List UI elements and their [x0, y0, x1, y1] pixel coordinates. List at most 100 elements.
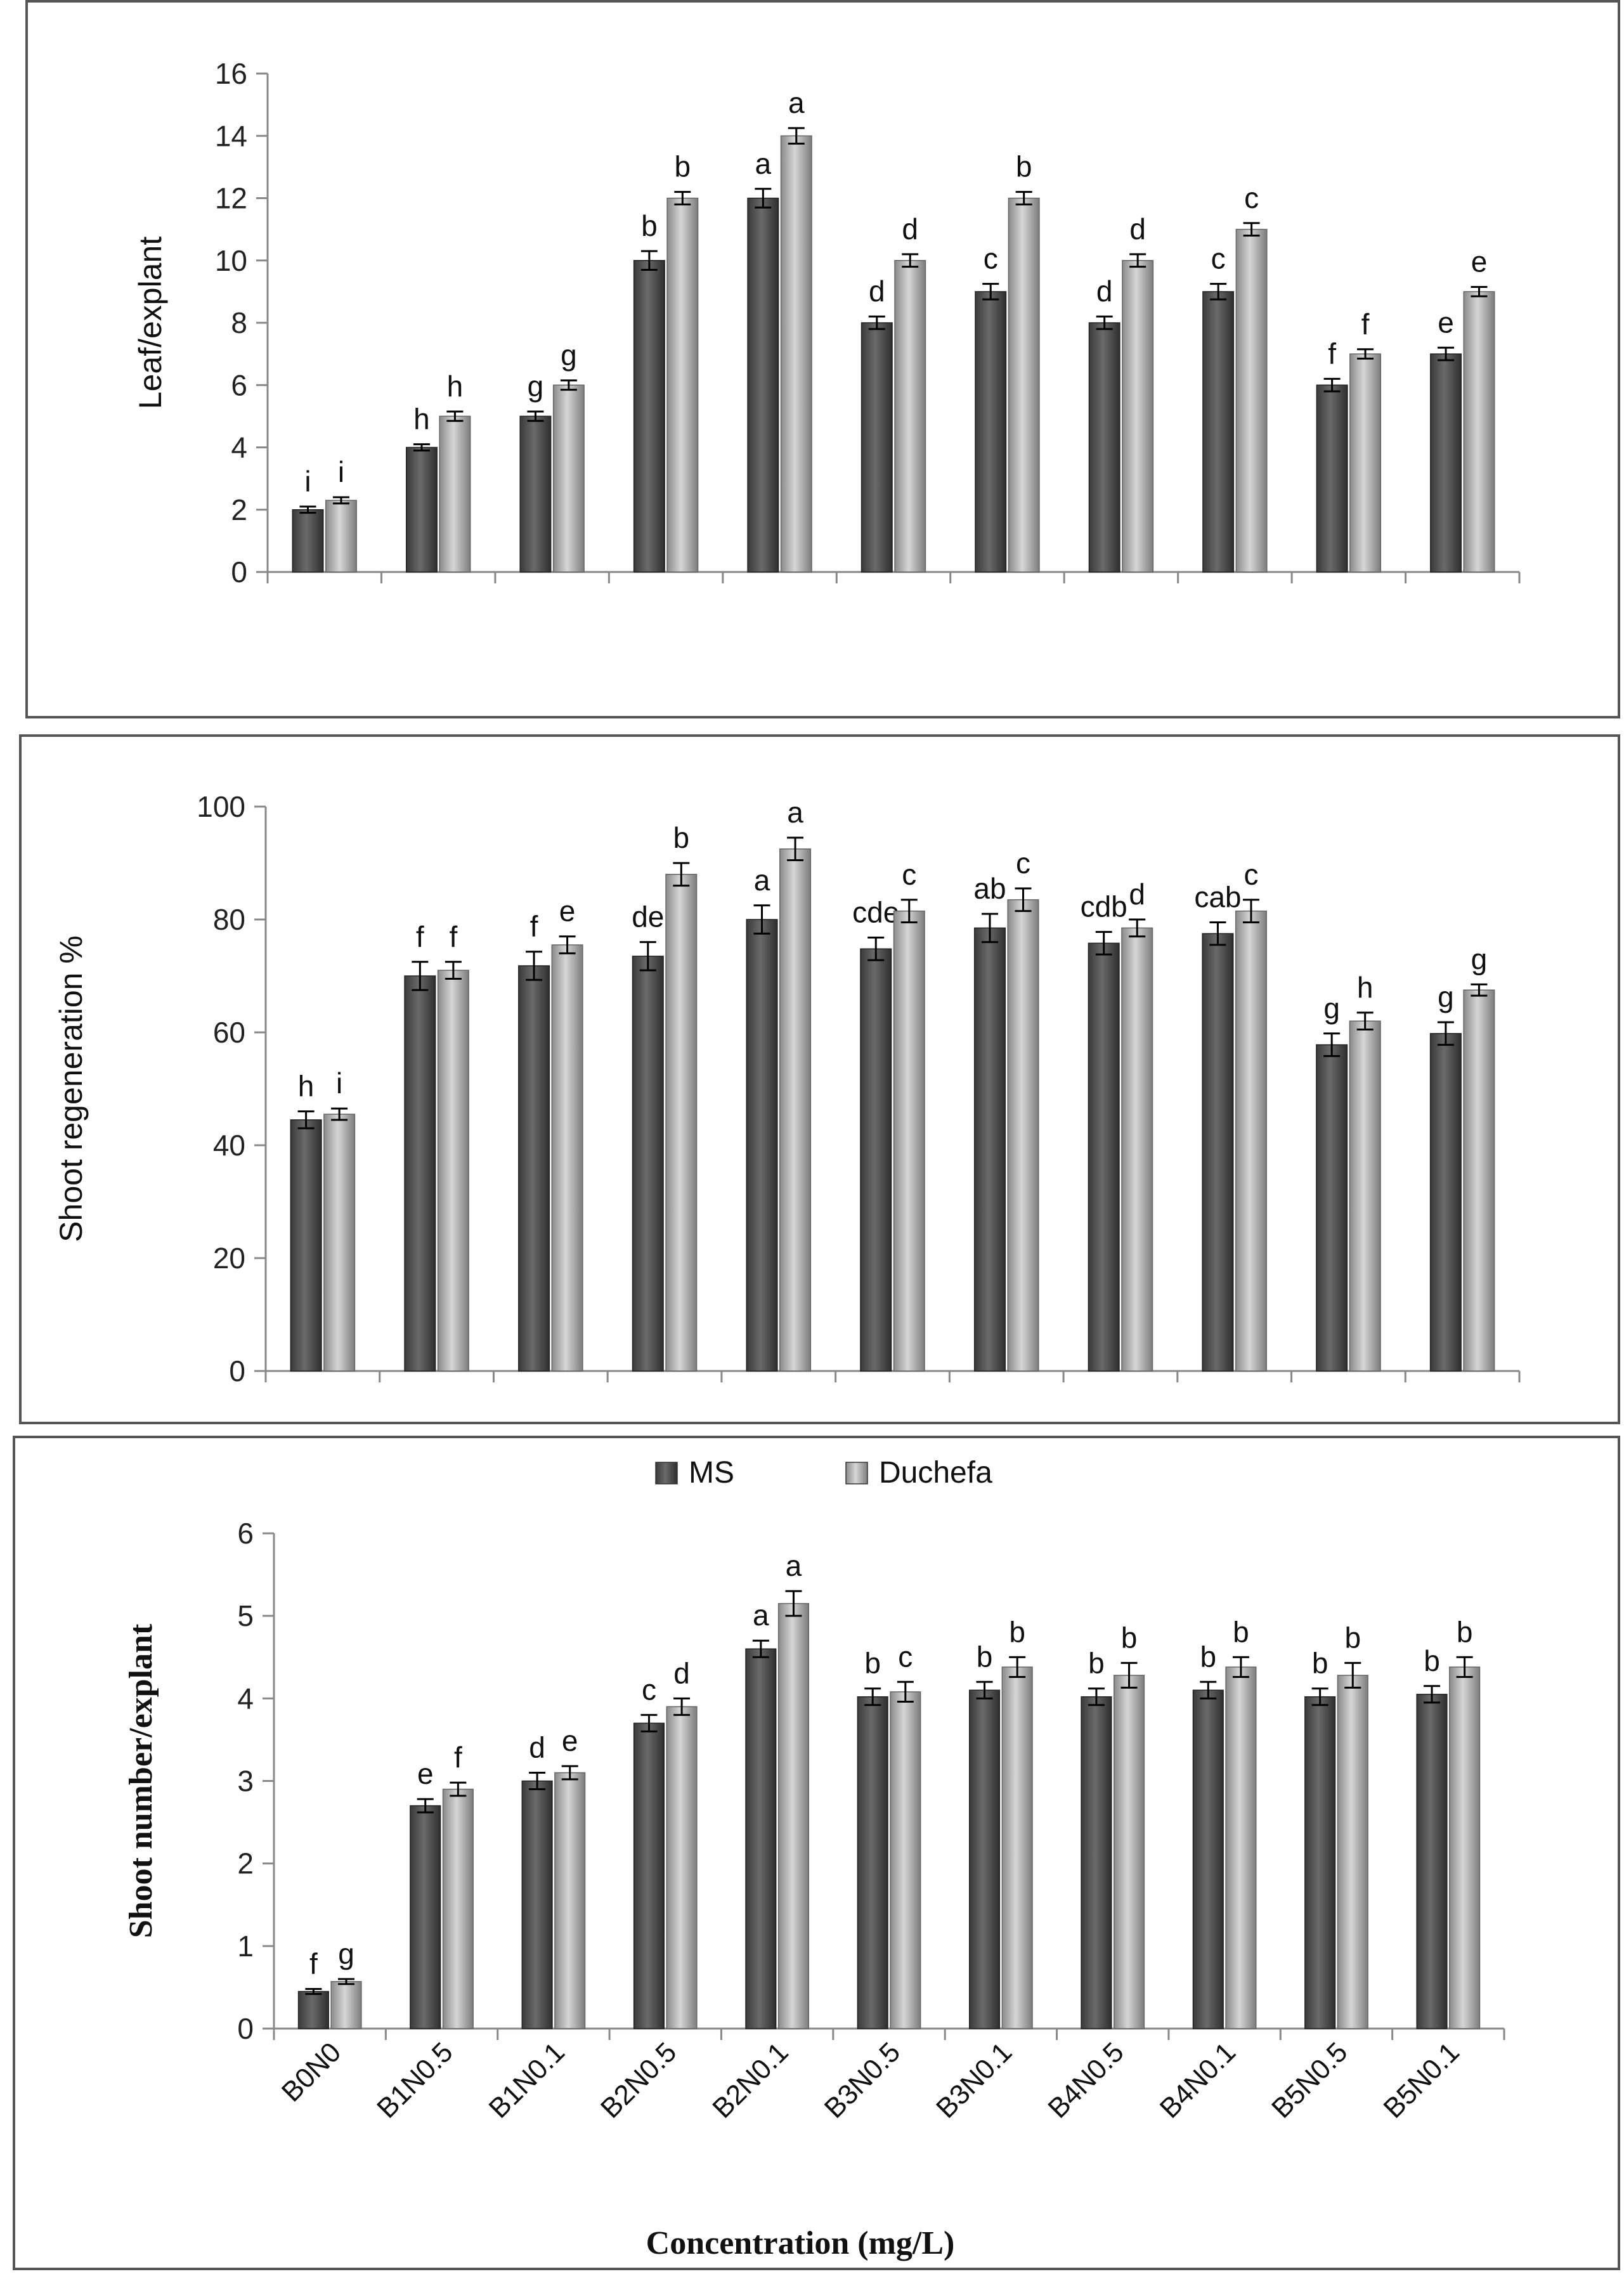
bar-ms: [861, 322, 893, 573]
significance-letter: g: [1323, 992, 1340, 1025]
significance-letter: g: [1471, 942, 1488, 975]
bar-duchefa: [890, 1691, 921, 2029]
y-tick-label: 3: [237, 1765, 254, 1798]
bar-ms: [1304, 1696, 1336, 2029]
legend-label-ms: MS: [689, 1456, 734, 1490]
x-axis-label: Concentration (mg/L): [646, 2225, 955, 2261]
bar-duchefa: [1122, 260, 1154, 573]
significance-letter: cdb: [1081, 890, 1127, 923]
significance-letter: de: [632, 900, 664, 933]
significance-letter: f: [416, 920, 424, 953]
bar-duchefa: [437, 970, 469, 1372]
panel-shoot-number: 0 1 2 3 4 5 6 Shoot number/explant f e d c a b b b b b b g f…: [13, 1436, 1620, 2270]
bar-duchefa: [442, 1788, 474, 2029]
panel-leaf-per-explant: 0 2 4 6 8 10 12 14 16 Leaf/explant i h g b a d c d c f e i h g b…: [25, 0, 1620, 718]
significance-letter: f: [449, 920, 457, 953]
significance-letter: b: [673, 821, 690, 854]
bar-ms: [860, 948, 892, 1372]
bar-duchefa: [779, 848, 812, 1372]
y-tick-label: 0: [237, 2012, 254, 2045]
bar-ms: [518, 965, 550, 1372]
y-tick-label: 2: [237, 1847, 254, 1880]
significance-letter: a: [753, 1599, 769, 1632]
significance-letter: cab: [1194, 880, 1241, 913]
x-tick-label: B2N0.5: [595, 2036, 682, 2124]
y-tick-label: 14: [215, 119, 247, 152]
significance-letter: b: [1088, 1647, 1105, 1680]
bar-ms: [519, 415, 552, 573]
bar-duchefa: [777, 1602, 810, 2029]
bar-ms: [973, 927, 1006, 1372]
bar-ms: [1088, 322, 1121, 573]
bar-duchefa: [1235, 228, 1268, 573]
bar-duchefa: [439, 415, 471, 573]
significance-letter: b: [1009, 1615, 1025, 1648]
bar-ms: [633, 260, 665, 573]
bar-ms: [632, 956, 664, 1372]
bar-duchefa: [1463, 989, 1495, 1372]
x-tick-label: B1N0.5: [371, 2036, 458, 2124]
significance-letter: c: [902, 858, 916, 891]
x-tick-label: B4N0.1: [1154, 2036, 1242, 2124]
significance-letter: b: [864, 1647, 881, 1680]
significance-letter: b: [977, 1640, 993, 1673]
significance-letter: e: [559, 895, 576, 928]
x-tick-label: B0N0: [276, 2036, 347, 2107]
bar-ms: [1088, 942, 1120, 1372]
bar-duchefa: [554, 1772, 586, 2029]
bar-ms: [1416, 1694, 1448, 2029]
significance-letter: b: [1233, 1615, 1249, 1648]
significance-letter: c: [1244, 181, 1259, 214]
significance-letter: d: [869, 275, 885, 308]
bar-duchefa: [325, 500, 357, 573]
significance-letter: c: [1211, 242, 1226, 275]
significance-letter: b: [1121, 1621, 1138, 1654]
y-tick-label: 6: [237, 1517, 254, 1550]
significance-letter: a: [755, 147, 772, 180]
y-tick-label: 20: [213, 1242, 245, 1275]
y-tick-label: 100: [197, 790, 245, 823]
significance-letter: b: [1344, 1621, 1361, 1654]
bar-duchefa: [894, 260, 926, 573]
y-axis-label: Shoot number/explant: [123, 1623, 159, 1938]
bar-ms: [1202, 291, 1235, 573]
bar-ms: [857, 1696, 888, 2029]
x-tick-label: B4N0.5: [1042, 2036, 1129, 2124]
significance-letter: g: [1438, 980, 1454, 1013]
significance-letter: b: [1016, 150, 1032, 183]
bar-duchefa: [1001, 1667, 1033, 2029]
significance-letter: d: [1129, 878, 1145, 911]
significance-letter: i: [338, 455, 344, 488]
bar-ms: [1316, 1044, 1348, 1372]
significance-letter: f: [454, 1741, 462, 1774]
y-tick-label: 2: [231, 493, 247, 526]
bar-ms: [633, 1722, 665, 2029]
y-tick-label: 0: [229, 1355, 245, 1387]
bar-duchefa: [330, 1981, 362, 2029]
significance-letter: a: [754, 864, 770, 897]
significance-letter: d: [1129, 212, 1146, 245]
significance-letter: c: [642, 1673, 656, 1706]
y-tick-label: 0: [231, 556, 247, 588]
y-tick-label: 4: [237, 1682, 254, 1715]
significance-letter: e: [562, 1724, 578, 1757]
significance-letter: b: [641, 209, 658, 242]
bar-ms: [1081, 1696, 1112, 2029]
significance-letter: c: [898, 1640, 913, 1673]
bar-duchefa: [1113, 1675, 1145, 2029]
bar-duchefa: [1225, 1667, 1257, 2029]
significance-letter: cde: [852, 895, 899, 928]
bar-ms: [1316, 384, 1348, 573]
bar-duchefa: [1121, 927, 1153, 1372]
significance-letter: g: [561, 339, 577, 372]
bar-duchefa: [552, 384, 585, 573]
bar-ms: [521, 1780, 553, 2029]
significance-letter: c: [1016, 847, 1030, 880]
bar-duchefa: [1007, 899, 1039, 1372]
bar-ms: [410, 1805, 441, 2029]
y-tick-label: 10: [215, 244, 247, 277]
bar-duchefa: [666, 197, 699, 573]
bar-duchefa: [551, 944, 583, 1372]
bar-duchefa: [1008, 197, 1040, 573]
bar-ms: [746, 919, 778, 1372]
